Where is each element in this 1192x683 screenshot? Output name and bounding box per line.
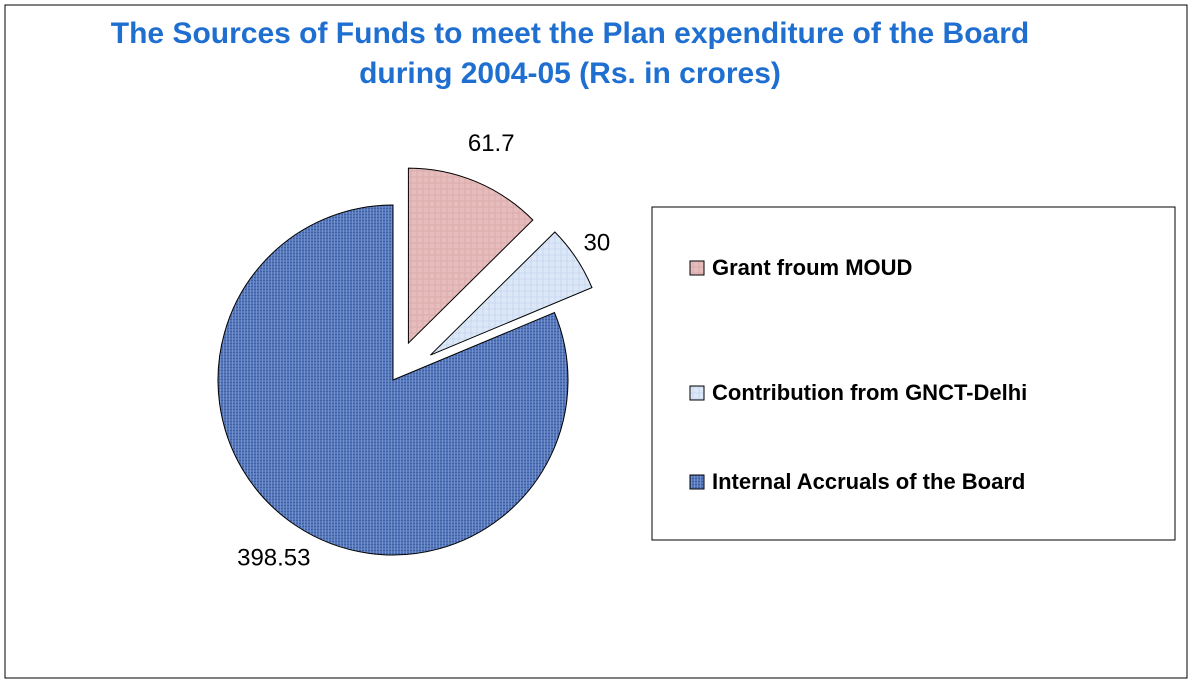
pie-slice xyxy=(407,167,534,345)
legend-label: Contribution from GNCT-Delhi xyxy=(712,380,1027,405)
data-label: 398.53 xyxy=(237,544,310,571)
pie-slice xyxy=(217,204,569,556)
legend-box xyxy=(651,206,1176,541)
legend-label: Internal Accruals of the Board xyxy=(712,469,1025,494)
data-label: 61.7 xyxy=(468,130,515,157)
chart-border xyxy=(4,4,1188,679)
legend-label: Grant froum MOUD xyxy=(712,255,912,280)
legend-swatch xyxy=(689,474,705,490)
legend-swatch xyxy=(689,260,705,276)
legend-swatch xyxy=(689,385,705,401)
data-label: 30 xyxy=(584,229,611,256)
chart-title: The Sources of Funds to meet the Plan ex… xyxy=(110,17,1030,90)
pie-slice xyxy=(430,231,593,356)
